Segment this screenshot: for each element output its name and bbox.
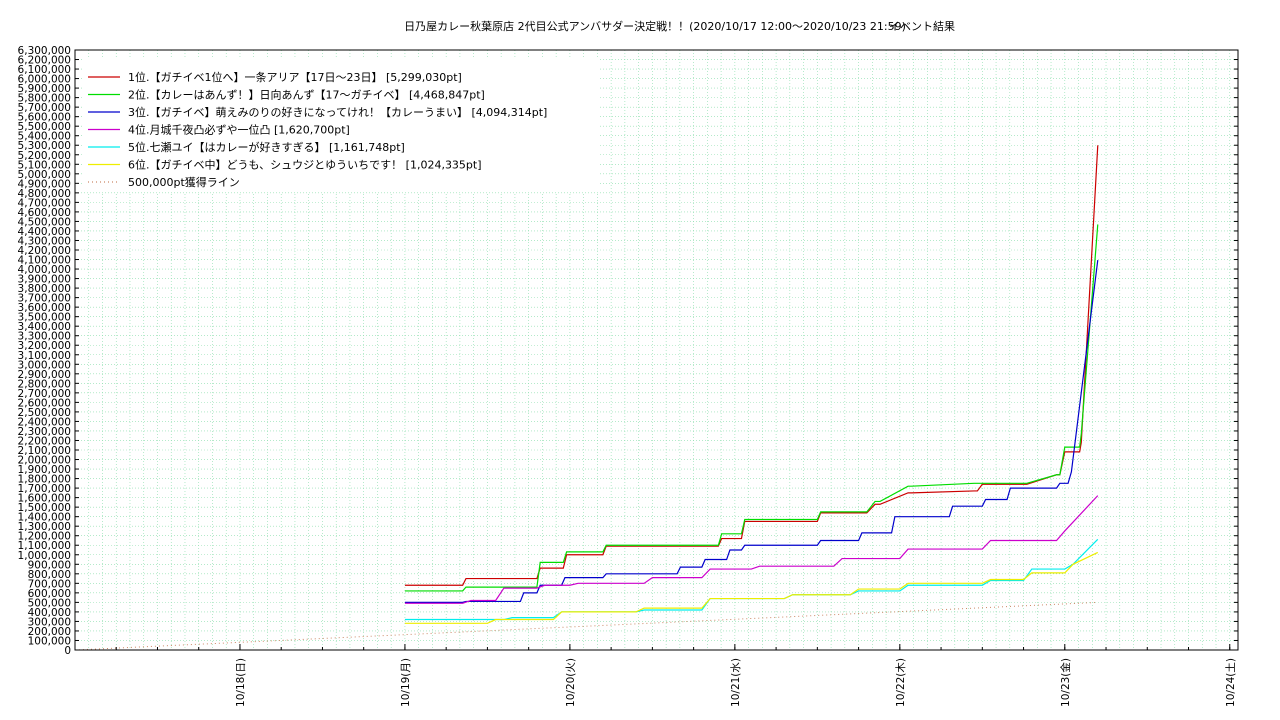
legend-label: 500,000pt獲得ライン <box>128 176 240 189</box>
y-tick-label: 1,900,000 <box>18 464 71 476</box>
legend-label: 3位.【ガチイベ】萌えみのりの好きになってけれ！【カレーうまい】 [4,094,… <box>128 105 547 119</box>
y-tick-label: 2,600,000 <box>18 397 71 409</box>
x-tick-label: 10/22(木) <box>895 658 907 707</box>
y-tick-label: 5,500,000 <box>18 121 71 133</box>
x-tick-label: 10/24(土) <box>1224 658 1237 707</box>
series-line-2 <box>404 224 1099 592</box>
x-tick-label: 10/23(金) <box>1059 658 1072 707</box>
y-tick-label: 3,900,000 <box>18 274 71 286</box>
legend-label: 2位.【カレーはあんず！】日向あんず【17〜ガチイベ】 [4,468,847pt… <box>128 88 485 102</box>
y-tick-label: 1,700,000 <box>18 483 71 495</box>
y-tick-label: 1,400,000 <box>18 512 71 524</box>
y-tick-label: 3,500,000 <box>18 312 71 324</box>
y-tick-label: 5,200,000 <box>18 150 71 162</box>
y-tick-label: 4,200,000 <box>18 245 71 257</box>
series-lines <box>74 145 1099 651</box>
y-tick-label: 0 <box>64 645 71 657</box>
y-tick-label: 5,300,000 <box>18 140 71 152</box>
series-line-7 <box>74 601 1098 651</box>
y-tick-label: 1,000,000 <box>18 550 71 562</box>
x-tick-label: 10/21(水) <box>730 658 742 707</box>
x-axis: 10/18(日) 10/19(月) 10/20(火) 10/21(水) 10/22(木)… <box>74 644 1237 707</box>
y-axis: 0100,000200,000300,000400,000500,000600,… <box>18 45 1238 657</box>
y-tick-label: 5,100,000 <box>18 159 71 171</box>
legend-box <box>84 58 598 192</box>
x-tick-label: 10/19(月) <box>400 658 412 707</box>
y-tick-label: 1,800,000 <box>18 474 71 486</box>
y-tick-label: 6,200,000 <box>18 55 71 67</box>
y-tick-label: 1,200,000 <box>18 531 71 543</box>
y-tick-label: 5,900,000 <box>18 83 71 95</box>
y-tick-label: 5,000,000 <box>18 169 71 181</box>
y-tick-label: 4,900,000 <box>18 178 71 190</box>
y-tick-label: 4,800,000 <box>18 188 71 200</box>
legend-label: 4位.月城千夜凸必ずや一位凸 [1,620,700pt] <box>128 123 350 137</box>
y-tick-label: 4,700,000 <box>18 197 71 209</box>
y-tick-label: 3,700,000 <box>18 293 71 305</box>
y-tick-label: 2,700,000 <box>18 388 71 400</box>
y-tick-label: 3,300,000 <box>18 331 71 343</box>
series-line-4 <box>404 495 1099 604</box>
y-tick-label: 4,100,000 <box>18 255 71 267</box>
x-tick-label: 10/18(日) <box>235 658 247 707</box>
y-tick-label: 5,700,000 <box>18 102 71 114</box>
y-tick-label: 600,000 <box>28 588 71 600</box>
y-tick-label: 2,800,000 <box>18 378 71 390</box>
y-tick-label: 100,000 <box>28 635 71 647</box>
plot-frame <box>74 49 1239 651</box>
chart-subtitle: イベント結果 <box>889 19 955 33</box>
y-tick-label: 2,400,000 <box>18 416 71 428</box>
legend: 1位.【ガチイベ1位へ】一条アリア【17日〜23日】 [5,299,030pt]… <box>84 58 598 192</box>
x-tick-label: 10/20(火) <box>565 658 577 707</box>
y-tick-label: 200,000 <box>28 626 71 638</box>
chart-title: 日乃屋カレー秋葉原店 2代目公式アンバサダー決定戦！！(2020/10/17 1… <box>404 19 906 33</box>
y-tick-label: 4,000,000 <box>18 264 71 276</box>
y-tick-label: 700,000 <box>28 578 71 590</box>
y-tick-label: 900,000 <box>28 559 71 571</box>
y-tick-label: 4,500,000 <box>18 216 71 228</box>
y-tick-label: 5,600,000 <box>18 112 71 124</box>
y-tick-label: 3,100,000 <box>18 350 71 362</box>
y-tick-label: 4,300,000 <box>18 235 71 247</box>
y-tick-label: 800,000 <box>28 569 71 581</box>
legend-label: 5位.七瀬ユイ【はカレーが好きすぎる】 [1,161,748pt] <box>128 140 405 154</box>
y-tick-label: 4,600,000 <box>18 207 71 219</box>
y-tick-label: 6,100,000 <box>18 64 71 76</box>
y-tick-label: 3,600,000 <box>18 302 71 314</box>
legend-label: 1位.【ガチイベ1位へ】一条アリア【17日〜23日】 [5,299,030pt] <box>128 70 462 84</box>
y-tick-label: 2,000,000 <box>18 455 71 467</box>
y-tick-label: 5,400,000 <box>18 131 71 143</box>
y-tick-label: 6,000,000 <box>18 74 71 86</box>
legend-label: 6位.【ガチイベ中】どうも、シュウジとゆういちです！ [1,024,335pt] <box>128 158 482 172</box>
series-line-6 <box>404 551 1099 624</box>
y-tick-label: 3,800,000 <box>18 283 71 295</box>
y-tick-label: 3,200,000 <box>18 340 71 352</box>
y-tick-label: 1,300,000 <box>18 521 71 533</box>
y-tick-label: 2,200,000 <box>18 435 71 447</box>
y-tick-label: 3,000,000 <box>18 359 71 371</box>
y-tick-label: 2,100,000 <box>18 445 71 457</box>
y-tick-label: 500,000 <box>28 597 71 609</box>
y-tick-label: 1,500,000 <box>18 502 71 514</box>
y-tick-label: 6,300,000 <box>18 45 71 57</box>
y-tick-label: 2,500,000 <box>18 407 71 419</box>
y-tick-label: 2,900,000 <box>18 369 71 381</box>
y-tick-label: 400,000 <box>28 607 71 619</box>
y-tick-label: 1,600,000 <box>18 493 71 505</box>
y-tick-label: 1,100,000 <box>18 540 71 552</box>
y-tick-label: 2,300,000 <box>18 426 71 438</box>
y-tick-label: 4,400,000 <box>18 226 71 238</box>
y-tick-label: 300,000 <box>28 616 71 628</box>
y-tick-label: 5,800,000 <box>18 93 71 105</box>
y-tick-label: 3,400,000 <box>18 321 71 333</box>
